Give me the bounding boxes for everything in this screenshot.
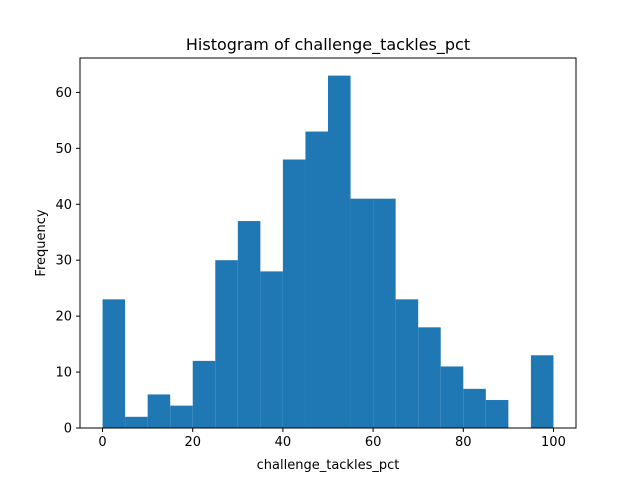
y-axis-label: Frequency [34, 209, 49, 276]
plot-frame [79, 57, 577, 429]
histogram-bar [530, 355, 554, 428]
histogram-bar [170, 405, 193, 428]
y-tick-label: 60 [55, 86, 72, 101]
histogram-bar [125, 416, 148, 428]
histogram-bar [350, 198, 374, 428]
histogram-bar [147, 394, 171, 428]
x-tick-label: 80 [455, 435, 472, 450]
histogram-bar [192, 360, 216, 428]
x-axis-ticks: 0 20 40 60 80 100 [98, 428, 566, 450]
bars-group [102, 75, 554, 429]
y-tick-label: 30 [55, 254, 72, 269]
y-axis-ticks: 0 10 20 30 40 50 60 [55, 86, 80, 437]
histogram-bar [215, 260, 238, 428]
y-tick-label: 10 [55, 366, 72, 381]
y-tick-label: 40 [55, 198, 72, 213]
x-tick-label: 20 [184, 435, 201, 450]
histogram-bar [328, 75, 351, 429]
x-tick-label: 60 [365, 435, 382, 450]
histogram-bar [305, 131, 328, 429]
chart-title: Histogram of challenge_tackles_pct [186, 35, 470, 55]
histogram-bar [373, 198, 396, 428]
histogram-bar [282, 159, 306, 428]
histogram-bar [237, 221, 261, 428]
y-tick-label: 0 [64, 422, 72, 437]
x-tick-label: 0 [98, 435, 106, 450]
x-tick-label: 40 [275, 435, 292, 450]
histogram-bar [102, 299, 126, 428]
histogram-bar [418, 327, 441, 428]
histogram-bar [440, 366, 464, 428]
y-tick-label: 20 [55, 310, 72, 325]
x-tick-label: 100 [541, 435, 566, 450]
histogram-bar [395, 299, 419, 428]
x-axis-label: challenge_tackles_pct [257, 458, 400, 473]
histogram-bar [485, 400, 509, 428]
y-tick-label: 50 [55, 142, 72, 157]
histogram-bar [260, 271, 283, 428]
histogram-bar [463, 388, 486, 428]
